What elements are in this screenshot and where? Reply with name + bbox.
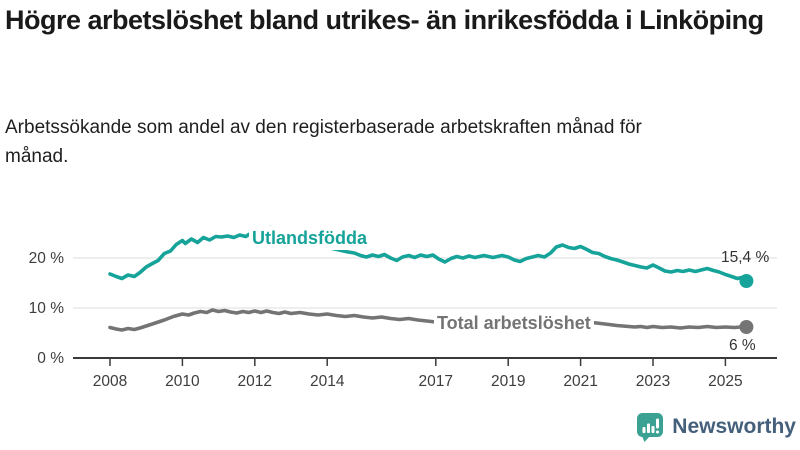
series-label-utlandsfodda: Utlandsfödda — [249, 226, 370, 250]
x-tick-label: 2014 — [310, 373, 345, 390]
x-tick-label: 2017 — [419, 373, 453, 390]
x-tick-label: 2012 — [238, 373, 272, 390]
y-tick-label: 0 % — [37, 350, 64, 367]
y-tick-label: 20 % — [29, 250, 65, 267]
newsworthy-logo[interactable]: Newsworthy — [636, 412, 796, 442]
y-tick-label: 10 % — [29, 300, 65, 317]
x-tick-label: 2021 — [563, 373, 597, 390]
x-tick-label: 2019 — [491, 373, 525, 390]
newsworthy-logo-text: Newsworthy — [672, 415, 796, 438]
end-value-total-arbetsloshet: 6 % — [729, 337, 756, 354]
chart-title: Högre arbetslöshet bland utrikes- än inr… — [5, 5, 764, 35]
x-tick-label: 2023 — [636, 373, 670, 390]
series-line-utlandsf-dda — [108, 225, 749, 283]
x-tick-label: 2025 — [708, 373, 742, 390]
x-tick-label: 2008 — [93, 373, 127, 390]
series-label-total-arbetsloshet: Total arbetslöshet — [434, 311, 594, 335]
x-tick-label: 2010 — [165, 373, 200, 390]
chart-subtitle: Arbetssökande som andel av den registerb… — [5, 117, 642, 168]
series-line-total-arbetsl-shet — [108, 308, 749, 332]
end-value-utlandsfodda: 15,4 % — [721, 249, 770, 266]
newsworthy-bar-chart-bubble-icon — [637, 413, 664, 442]
series-end-dot-total-arbetsl-shet — [739, 320, 754, 334]
series-end-dot-utlandsf-dda — [739, 274, 754, 288]
